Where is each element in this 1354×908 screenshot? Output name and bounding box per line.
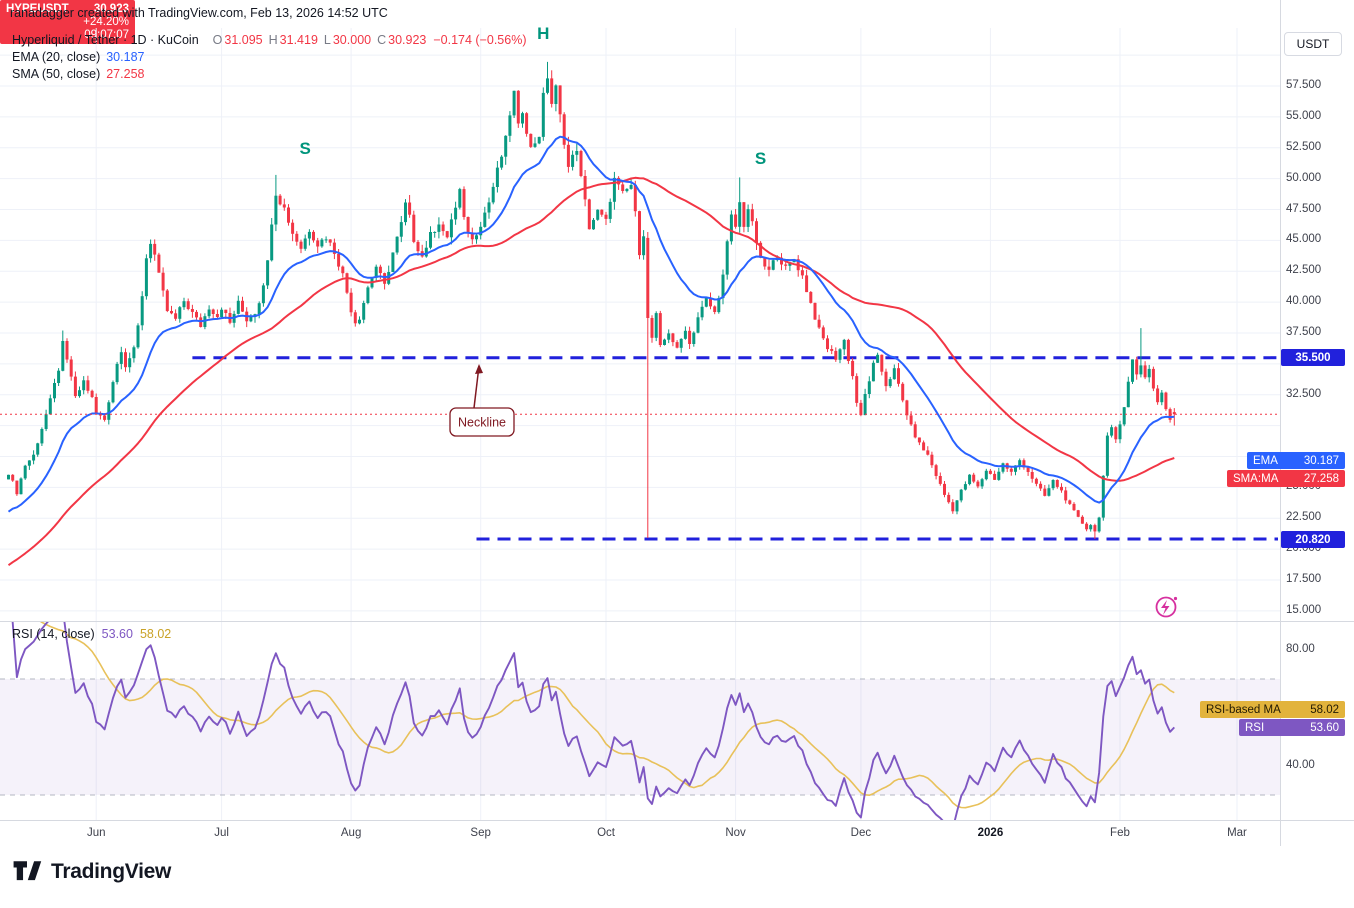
rsi-band	[0, 679, 1280, 795]
symbol-price-badge[interactable]: HYPEUSDT 30.923 +24.20% 09:07:07	[0, 0, 135, 44]
rsi-badge-label: RSI	[1245, 721, 1265, 734]
rsi-ma-badge-value: 58.02	[1310, 703, 1339, 716]
price-tick-label: 17.500	[1286, 573, 1322, 585]
flash-icon[interactable]	[1155, 596, 1178, 618]
rsi-ma-indicator-value: 58.02	[139, 627, 172, 641]
low-label: L	[323, 33, 331, 47]
neckline-label-box[interactable]	[449, 407, 515, 437]
symbol-title[interactable]: Hyperliquid / Tether · 1D · KuCoin	[12, 33, 199, 47]
price-tick-label: 22.500	[1286, 511, 1322, 524]
symbol-badge-change: +24.20%	[83, 16, 129, 28]
ema-indicator-label: EMA (20, close)	[12, 50, 101, 64]
legend: Hyperliquid / Tether · 1D · KuCoin O 31.0…	[12, 33, 526, 82]
rsi-tick-label: 40.00	[1286, 759, 1315, 771]
symbol-badge-name: HYPEUSDT	[6, 3, 69, 15]
price-tick-label: 55.000	[1286, 109, 1322, 122]
time-axis[interactable]: Jun Jul Aug Sep Oct Nov Dec 2026 Feb Mar	[0, 821, 1354, 846]
time-axis-label: Feb	[1110, 827, 1130, 839]
sma-price-badge[interactable]: SMA:MA 27.258	[1227, 470, 1345, 487]
rsi-badge[interactable]: RSI 53.60	[1239, 719, 1345, 736]
price-axis-separator	[1280, 0, 1281, 846]
rsi-indicator-value: 53.60	[101, 627, 133, 641]
sma-indicator-value: 27.258	[106, 67, 145, 81]
rsi-ma-badge-label: RSI-based MA	[1206, 703, 1281, 716]
price-tick-label: 57.500	[1286, 79, 1322, 91]
sma-indicator-label: SMA (50, close)	[12, 67, 101, 81]
ema-price-badge[interactable]: EMA 30.187	[1247, 452, 1345, 469]
high-value: 31.419	[279, 33, 318, 47]
time-axis-label: Oct	[597, 827, 615, 839]
change-value: −0.174 (−0.56%)	[433, 33, 527, 47]
ema-legend-row[interactable]: EMA (20, close) 30.187	[12, 50, 526, 65]
price-tick-label: 45.000	[1286, 233, 1322, 246]
pattern-marker-S[interactable]: S	[300, 139, 311, 158]
price-gridlines	[0, 28, 1280, 622]
tradingview-logo-text: TradingView	[51, 859, 172, 883]
open-label: O	[212, 33, 223, 47]
level-price-label-35500[interactable]: 35.500	[1281, 349, 1345, 366]
price-tick-label: 50.000	[1286, 171, 1322, 184]
credit-text: ranadagger created with TradingView.com,…	[10, 6, 388, 20]
ema-badge-label: EMA	[1253, 454, 1278, 467]
candles	[7, 61, 1176, 539]
currency-button[interactable]: USDT	[1284, 32, 1342, 56]
rsi-gridlines	[95, 622, 1238, 820]
sma-badge-label: SMA:MA	[1233, 472, 1279, 485]
level-price-label-20820[interactable]: 20.820	[1281, 531, 1345, 548]
sma-legend-row[interactable]: SMA (50, close) 27.258	[12, 67, 526, 82]
sma-badge-value: 27.258	[1303, 472, 1339, 485]
rsi-ma-badge[interactable]: RSI-based MA 58.02	[1200, 701, 1345, 718]
close-value: 30.923	[388, 33, 427, 47]
time-axis-label: Dec	[850, 827, 872, 839]
price-chart-pane[interactable]: S H S Neckline	[0, 0, 1280, 622]
tradingview-logo-icon	[13, 861, 42, 881]
close-label: C	[377, 33, 387, 47]
time-axis-label: 2026	[977, 827, 1004, 839]
time-axis-label: Jun	[86, 827, 106, 839]
price-tick-label: 47.500	[1286, 202, 1322, 215]
low-value: 30.000	[332, 33, 372, 47]
open-value: 31.095	[224, 33, 263, 47]
rsi-tick-label: 80.00	[1286, 643, 1315, 655]
high-label: H	[268, 33, 278, 47]
pattern-marker-H[interactable]: H	[537, 24, 549, 43]
neckline-label[interactable]: Neckline	[458, 416, 506, 430]
time-axis-label: Mar	[1227, 827, 1247, 839]
neckline-arrowhead	[475, 364, 483, 374]
price-axis[interactable]: USDT 57.500 55.000 52.500 50.000 47.500 45.00…	[1281, 0, 1354, 820]
time-axis-label: Nov	[725, 827, 746, 839]
rsi-badge-value: 53.60	[1310, 721, 1339, 734]
rsi-legend-row[interactable]: RSI (14, close) 53.60 58.02	[12, 627, 171, 641]
symbol-legend-row[interactable]: Hyperliquid / Tether · 1D · KuCoin O 31.0…	[12, 33, 526, 48]
tradingview-logo[interactable]: TradingView	[12, 858, 171, 885]
rsi-chart-pane[interactable]	[0, 622, 1280, 820]
price-tick-label: 42.500	[1286, 264, 1322, 277]
pane-separator[interactable]	[0, 621, 1354, 622]
pattern-marker-S[interactable]: S	[755, 149, 766, 168]
price-tick-label: 37.500	[1286, 326, 1322, 338]
price-tick-label: 40.000	[1286, 295, 1322, 308]
ema-indicator-value: 30.187	[106, 50, 145, 64]
symbol-badge-price: 30.923	[93, 3, 129, 15]
time-axis-label: Jul	[214, 827, 229, 839]
time-axis-separator	[0, 820, 1354, 821]
price-tick-label: 52.500	[1286, 140, 1322, 153]
price-tick-label: 32.500	[1286, 387, 1322, 400]
rsi-indicator-label: RSI (14, close)	[12, 627, 95, 641]
symbol-badge-countdown: 09:07:07	[84, 29, 129, 41]
time-axis-label: Aug	[340, 827, 362, 839]
price-tick-label: 15.000	[1286, 603, 1322, 616]
ema-badge-value: 30.187	[1303, 454, 1339, 467]
time-axis-label: Sep	[470, 827, 491, 839]
